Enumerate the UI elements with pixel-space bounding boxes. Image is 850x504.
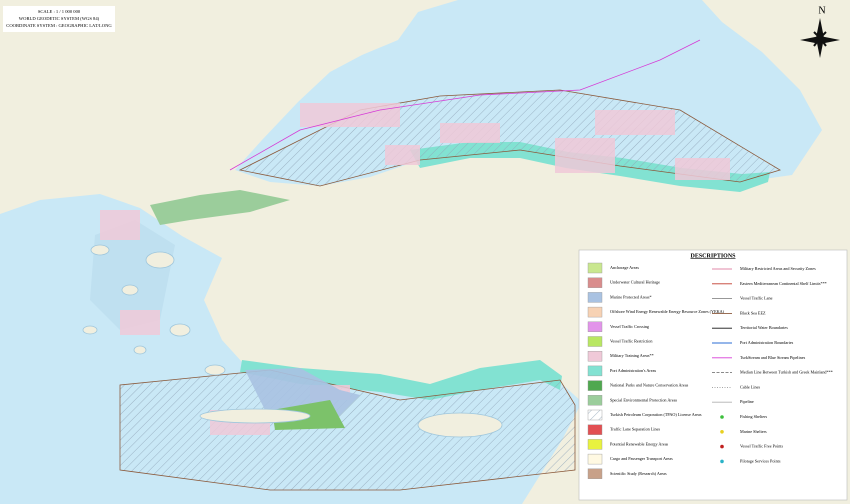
legend-label: Military Training Areas**	[610, 353, 654, 358]
legend	[578, 249, 848, 501]
legend-symbol	[720, 459, 724, 464]
scale-line: WORLD GEODETIC SYSTEM (WGS 84)	[19, 16, 100, 21]
legend-label: Port Administration's Areas	[610, 368, 656, 373]
legend-label: Scientific Study (Research) Areas	[610, 471, 667, 476]
legend-label: Offshore Wind Energy Renewable Energy Re…	[610, 309, 725, 314]
legend-symbol	[720, 430, 724, 434]
port-band	[240, 360, 562, 400]
legend-label: Black Sea EEZ	[740, 310, 766, 315]
legend-label: Vessel Traffic Lane	[740, 296, 773, 301]
compass: N	[800, 5, 840, 58]
legend-label: Military Restricted Areas and Security Z…	[740, 266, 816, 271]
legend-label: Potential Renewable Energy Areas	[610, 441, 669, 446]
legend-label: TurkStream and Blue Stream Pipelines	[740, 355, 806, 360]
legend-label: Fishing Shelters	[740, 414, 767, 419]
legend-swatch	[587, 262, 603, 274]
legend-swatch	[587, 321, 603, 332]
legend-swatch	[587, 277, 603, 288]
legend-swatch	[587, 409, 603, 421]
legend-label: Marine Protected Areas*	[610, 294, 652, 299]
scale-line: COORDINATE SYSTEM : GEOGRAPHIC LAT/LONG	[6, 23, 112, 28]
compass-label: N	[818, 5, 825, 16]
legend-swatch	[587, 351, 603, 362]
legend-label: Vessel Traffic Crossing	[610, 324, 650, 329]
legend-label: Pipeline	[740, 399, 754, 404]
legend-swatch	[587, 439, 603, 450]
legend-label: Cargo and Passenger Transport Areas	[610, 456, 673, 461]
legend-symbol	[720, 415, 724, 419]
legend-label: Underwater Cultural Heritage	[610, 280, 660, 285]
legend-label: Port Administration Boundaries	[740, 340, 794, 345]
legend-swatch	[587, 365, 603, 377]
straits	[150, 190, 290, 225]
islands	[82, 244, 503, 438]
legend-swatch	[587, 453, 603, 465]
legend-swatch	[587, 336, 603, 347]
scale-text: SCALE : 1 / 1 000 000 WORLD GEODETIC SYST…	[6, 9, 112, 28]
legend-label: Anchorage Areas	[610, 265, 639, 270]
legend-label: Vessel Traffic Restriction	[610, 338, 653, 343]
aegean-zone	[90, 220, 175, 330]
legend-title: DESCRIPTIONS	[690, 253, 736, 259]
legend-swatch	[587, 424, 603, 435]
legend-swatch	[587, 380, 603, 391]
legend-label: Traffic Lane Separation Lines	[610, 427, 660, 432]
legend-label: Territorial Water Boundaries	[740, 325, 788, 330]
scale-line: SCALE : 1 / 1 000 000	[38, 9, 81, 14]
legend-swatch	[587, 468, 603, 479]
license-area	[119, 369, 576, 491]
legend-label: Pilotage Services Points	[740, 458, 781, 463]
legend-swatch	[587, 306, 603, 318]
pipeline	[229, 39, 701, 171]
scale-box	[3, 6, 115, 32]
legend-label: Turkish Petroleum Corporation (TPAO) Lic…	[610, 412, 702, 417]
legend-label: National Parks and Nature Conservation A…	[610, 383, 689, 388]
legend-symbol	[720, 444, 724, 449]
legend-label: Vessel Traffic Free Points	[740, 444, 783, 449]
legend-label: Special Environmental Protection Areas	[610, 397, 677, 402]
legend-swatch	[587, 395, 603, 406]
legend-label: Eastern Mediterranean Continental Shelf …	[740, 281, 827, 286]
legend-swatch	[587, 292, 603, 303]
legend-label: Median Line Between Turkish and Greek Ma…	[740, 370, 833, 375]
legend-label: Marine Shelters	[740, 429, 767, 434]
legend-label: Cable Lines	[740, 384, 760, 389]
